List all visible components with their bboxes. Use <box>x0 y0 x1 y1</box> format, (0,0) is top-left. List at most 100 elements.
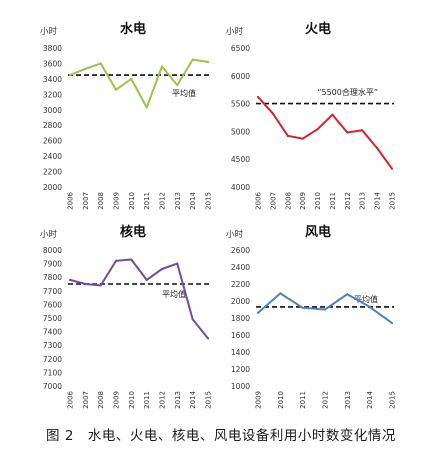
x-tick-label: 2010 <box>128 391 136 409</box>
chart-title: 火电 <box>305 21 331 37</box>
x-tick-label: 2015 <box>205 192 213 210</box>
y-tick-label: 2000 <box>43 183 62 192</box>
y-tick-label: 3400 <box>43 75 62 84</box>
y-tick-label: 8000 <box>43 246 62 255</box>
x-tick-label: 2006 <box>67 390 75 408</box>
x-tick-label: 2009 <box>113 391 121 409</box>
y-tick-label: 5000 <box>231 127 250 136</box>
x-tick-label: 2010 <box>314 192 322 210</box>
x-tick-label: 2009 <box>299 192 307 210</box>
data-point <box>114 259 118 262</box>
y-tick-label: 1400 <box>231 348 250 357</box>
y-tick-label: 2600 <box>43 137 62 146</box>
x-tick-label: 2008 <box>284 192 292 210</box>
panel-1: 水电 小时 2000 2200 2400 2600 2800 3000 3200 3400 3600… <box>40 21 213 210</box>
data-point <box>368 305 371 309</box>
data-point <box>286 134 289 137</box>
data-point <box>191 318 194 321</box>
series-line <box>69 258 209 340</box>
axis-unit-label: 小时 <box>226 26 244 37</box>
y-tick-label: 2400 <box>43 152 62 161</box>
x-tick-label: 2006 <box>255 191 263 209</box>
y-tick-label: 7100 <box>43 368 62 377</box>
y-tick-label: 2200 <box>231 280 250 289</box>
data-point <box>376 146 379 150</box>
x-tick-label: 2015 <box>389 391 397 409</box>
x-tick-label: 2012 <box>322 391 330 409</box>
reference-line-label: 平均值 <box>172 88 196 98</box>
x-tick-label: 2008 <box>97 391 105 409</box>
reference-line-label: 平均值 <box>162 289 186 299</box>
y-tick-label: 3200 <box>43 90 62 99</box>
data-point <box>130 258 133 261</box>
y-tick-label: 1200 <box>231 365 250 374</box>
y-tick-label: 2400 <box>231 263 250 272</box>
y-tick-label: 4500 <box>231 155 250 164</box>
data-point <box>206 60 210 64</box>
data-point <box>99 62 102 65</box>
series-line <box>69 58 209 109</box>
panel-4: 风电 小时 1000 1200 1400 1600 1800 2000 2200 2400 2600… <box>226 224 397 409</box>
x-tick-label: 2012 <box>159 192 167 210</box>
axis-unit-label: 小时 <box>40 229 58 240</box>
reference-line-label: “5500合理水平” <box>317 87 378 97</box>
data-point <box>279 292 282 295</box>
data-point <box>316 128 319 131</box>
figure-caption: 图 2 水电、火电、核电、风电设备利用小时数变化情况 <box>46 428 396 444</box>
data-point <box>346 293 349 296</box>
y-tick-label: 4000 <box>231 183 250 192</box>
data-point <box>390 322 394 325</box>
y-tick-label: 1800 <box>231 314 250 323</box>
x-tick-label: 2007 <box>82 192 90 210</box>
x-tick-label: 2011 <box>299 391 307 409</box>
x-tick-label: 2007 <box>82 391 90 409</box>
y-tick-label: 1600 <box>231 331 250 340</box>
data-point <box>68 73 72 77</box>
panel-3: 核电 小时 7000 7100 7200 7300 7400 7500 7600 7700 7800… <box>40 224 213 409</box>
data-point <box>323 308 327 311</box>
y-tick-label: 6000 <box>231 72 250 81</box>
x-tick-label: 2011 <box>143 391 151 409</box>
data-point <box>256 311 260 314</box>
data-point <box>331 113 334 116</box>
y-tick-label: 7200 <box>43 355 62 364</box>
series-line <box>257 96 393 170</box>
x-tick-label: 2014 <box>189 191 197 209</box>
data-point <box>160 267 164 271</box>
reference-line-label: 平均值 <box>354 294 378 304</box>
y-tick-label: 7400 <box>43 328 62 337</box>
data-point <box>130 77 133 80</box>
x-tick-label: 2010 <box>277 391 285 409</box>
y-tick-label: 3800 <box>43 44 62 53</box>
x-tick-label: 2010 <box>128 192 136 210</box>
data-point <box>68 278 72 282</box>
y-tick-label: 2800 <box>43 121 62 130</box>
x-tick-label: 2013 <box>344 391 352 409</box>
y-tick-label: 3600 <box>43 59 62 68</box>
x-tick-label: 2014 <box>366 390 374 408</box>
x-tick-label: 2006 <box>67 191 75 209</box>
data-point <box>114 88 118 91</box>
data-point <box>160 65 164 68</box>
data-point <box>191 58 194 61</box>
chart-title: 核电 <box>120 224 146 240</box>
y-tick-label: 2200 <box>43 168 62 177</box>
x-tick-label: 2011 <box>143 192 151 210</box>
axis-unit-label: 小时 <box>226 229 244 240</box>
x-tick-label: 2013 <box>174 192 182 210</box>
y-tick-label: 5500 <box>231 100 250 109</box>
y-tick-label: 7700 <box>43 287 62 296</box>
data-point <box>145 106 148 109</box>
x-tick-label: 2015 <box>205 391 213 409</box>
data-point <box>301 306 304 309</box>
axis-unit-label: 小时 <box>40 26 58 37</box>
y-tick-label: 7000 <box>43 382 62 391</box>
data-point <box>390 167 394 170</box>
data-point <box>176 262 179 265</box>
x-tick-label: 2012 <box>344 192 352 210</box>
y-tick-label: 7500 <box>43 314 62 323</box>
y-tick-label: 1000 <box>231 382 250 391</box>
y-tick-label: 2000 <box>231 297 250 306</box>
x-tick-label: 2013 <box>174 391 182 409</box>
